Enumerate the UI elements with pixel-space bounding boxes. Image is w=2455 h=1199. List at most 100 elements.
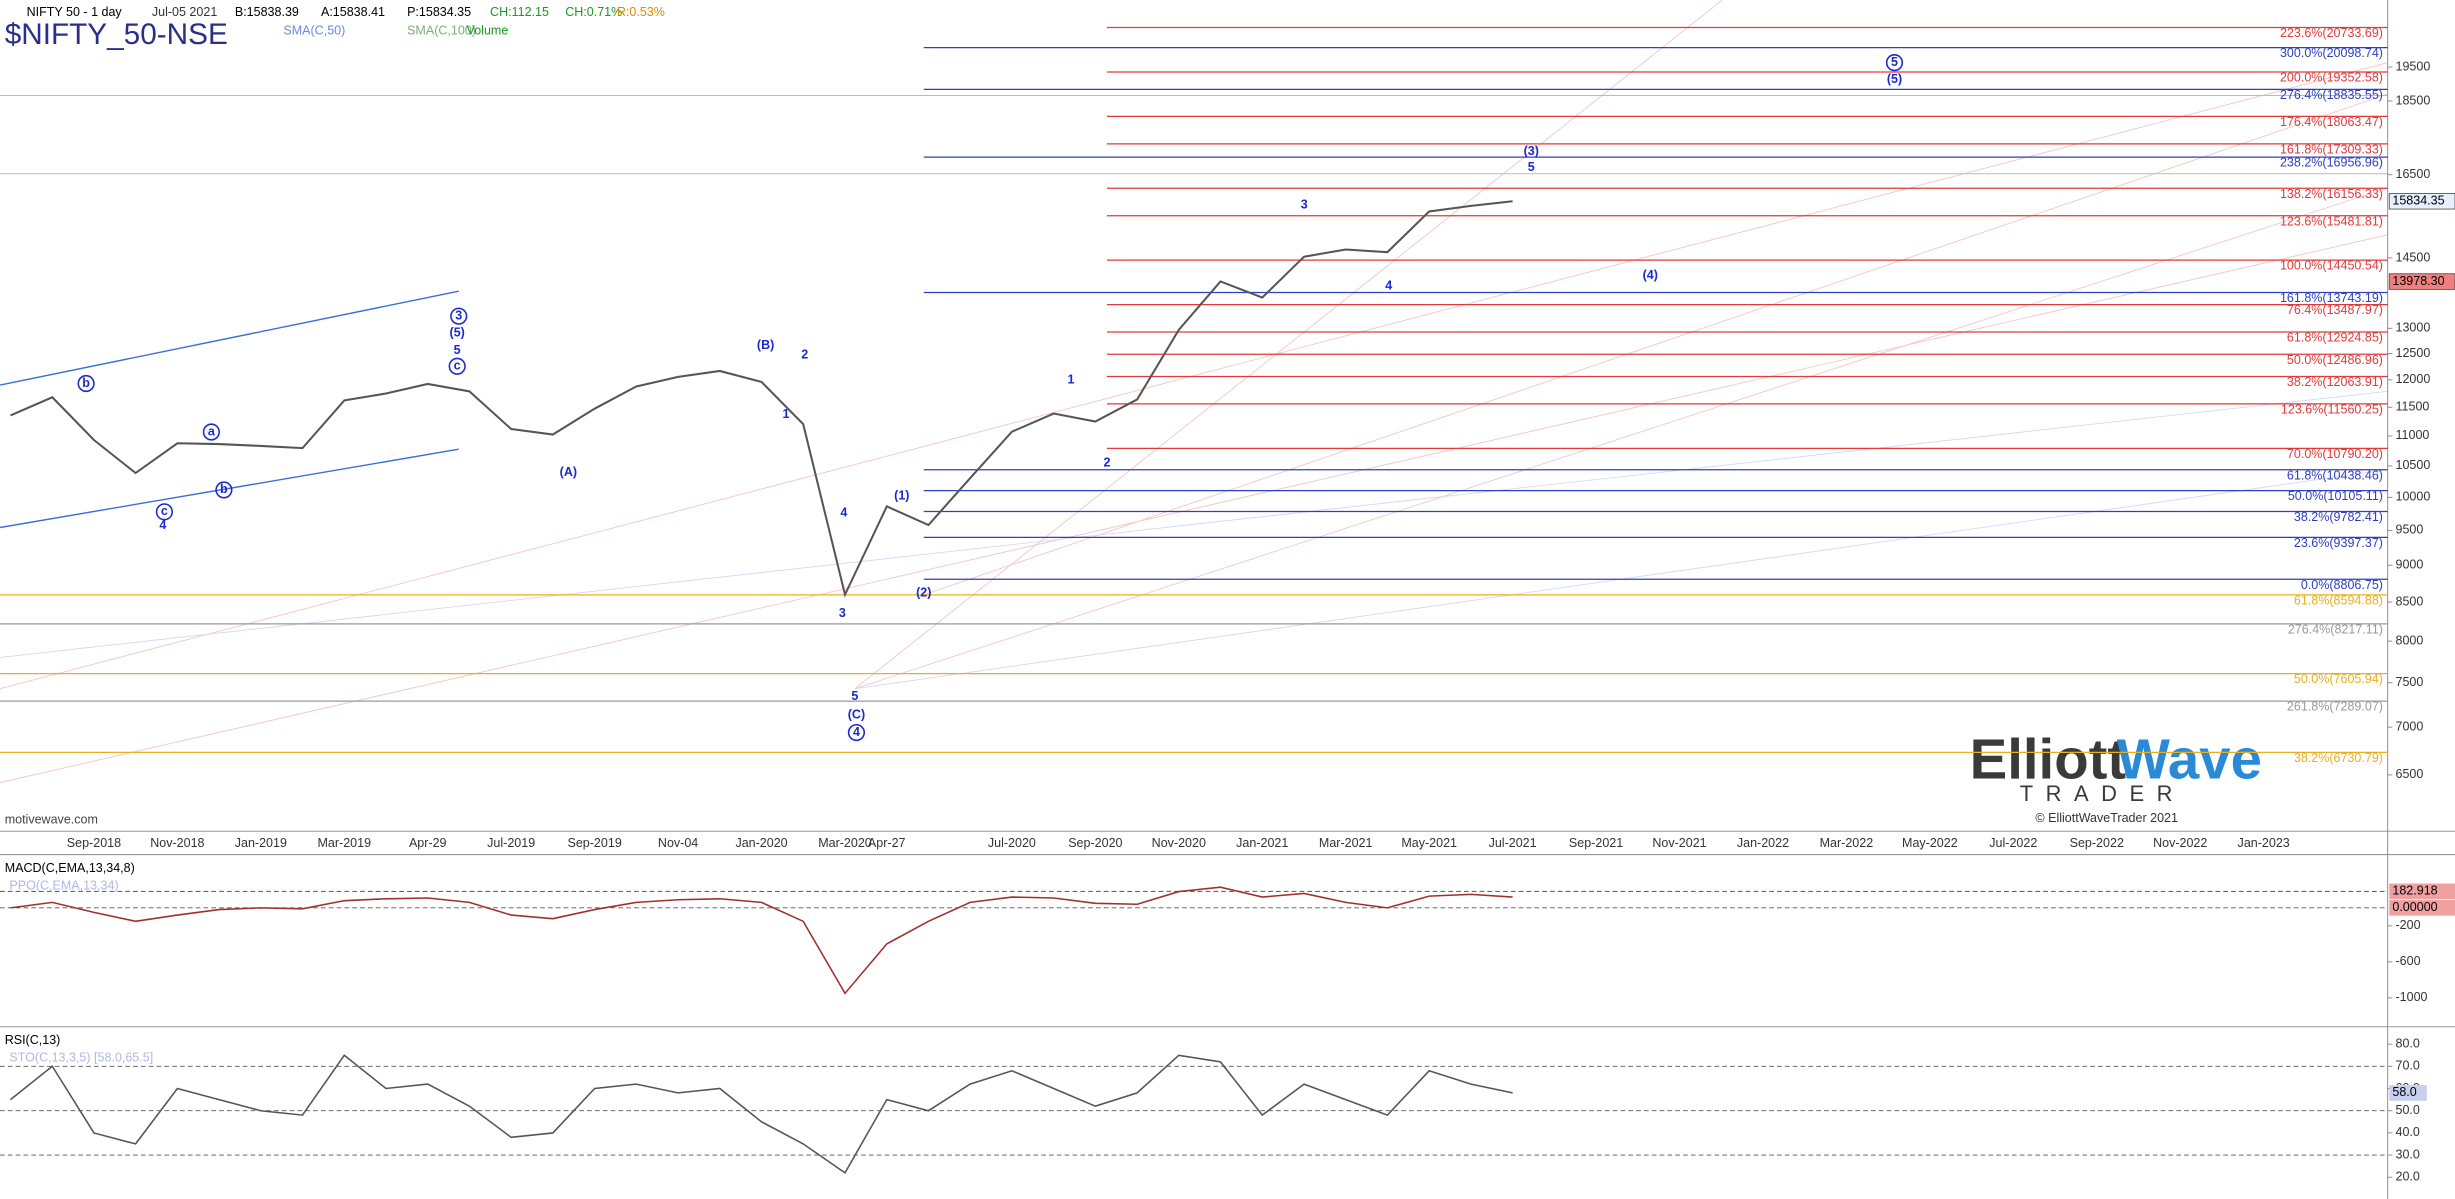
rsi-tick-label: 80.0 [2396, 1036, 2420, 1050]
x-tick-label: Jan-2020 [735, 836, 787, 850]
wave-label: (B) [757, 338, 774, 352]
macd-title: MACD(C,EMA,13,34,8) [5, 861, 135, 875]
sma50[interactable]: SMA(C,50) [283, 24, 345, 38]
x-tick-label: Sep-2020 [1068, 836, 1122, 850]
fib-label: 61.8%(12924.85) [2287, 331, 2383, 345]
wave-label: 3 [455, 308, 462, 322]
x-tick-label: Sep-2019 [568, 836, 622, 850]
macd-tag-label: 182.918 [2392, 884, 2437, 898]
fan-line [0, 62, 2388, 690]
fib-label: 276.4%(18835.55) [2280, 88, 2383, 102]
fan-line [0, 390, 2388, 658]
wave-label: (3) [1524, 144, 1539, 158]
fib-label: 300.0%(20098.74) [2280, 46, 2383, 60]
price-tag [2388, 193, 2455, 210]
wave-label: c [454, 359, 461, 373]
x-tick-label: Nov-2018 [150, 836, 204, 850]
fib-label: 161.8%(13743.19) [2280, 291, 2383, 305]
price-tag-label: 15834.35 [2392, 194, 2444, 208]
macd-line [10, 886, 1513, 995]
rsi-tick-label: 70.0 [2396, 1059, 2420, 1073]
price-line [10, 200, 1513, 598]
x-tick-label: Mar-2019 [318, 836, 372, 850]
wave-label: 5 [1528, 160, 1535, 174]
ask: A:15838.41 [321, 5, 385, 19]
y-tick-label: 13000 [2396, 321, 2431, 335]
wave-circle [1885, 54, 1904, 72]
wave-label: a [208, 424, 216, 438]
x-tick-label: Mar-2021 [1319, 836, 1373, 850]
wave-label: b [82, 376, 90, 390]
macd-tag [2389, 900, 2455, 916]
fib-label: 100.0%(14450.54) [2280, 259, 2383, 273]
fib-label: 61.8%(8594.88) [2294, 593, 2383, 607]
change: CH:112.15 [490, 5, 549, 19]
wave-label: 1 [782, 407, 789, 421]
wave-label: 4 [840, 506, 847, 520]
wave-circle [448, 357, 466, 375]
wave-label: (4) [1643, 268, 1658, 282]
wave-circle [155, 503, 174, 521]
change-pct: CH:0.71% [565, 5, 622, 19]
wave-label: 4 [1385, 279, 1392, 293]
range: R:0.53% [617, 5, 665, 19]
y-tick-label: 11500 [2396, 400, 2430, 414]
volume[interactable]: Volume [467, 24, 509, 38]
fib-label: 200.0%(19352.58) [2280, 71, 2383, 85]
fib-label: 261.8%(7289.07) [2287, 700, 2383, 714]
fib-label: 123.6%(15481.81) [2280, 214, 2383, 228]
macd-tick-label: -200 [2396, 918, 2421, 932]
x-tick-label: Nov-2022 [2153, 836, 2207, 850]
wave-circle [215, 481, 233, 499]
macd-tag [2389, 883, 2455, 900]
fan-line [854, 187, 2388, 690]
rsi-tag [2389, 1085, 2427, 1101]
fib-label: 138.2%(16156.33) [2280, 187, 2383, 201]
wave-label: (C) [848, 708, 865, 722]
x-tick-label: Sep-2022 [2070, 836, 2124, 850]
fib-label: 23.6%(9397.37) [2294, 536, 2383, 550]
symbol: NIFTY 50 - 1 day [27, 5, 123, 19]
logo: Elliott Wave TRADER © ElliottWaveTrader … [1970, 728, 2262, 825]
fib-label: 50.0%(10105.11) [2288, 489, 2383, 503]
wave-label: b [220, 482, 228, 496]
wave-label: 3 [839, 606, 846, 620]
wave-label: (2) [916, 586, 931, 600]
y-tick-label: 11000 [2396, 428, 2430, 442]
wave-circle [202, 423, 220, 441]
y-tick-label: 16500 [2396, 167, 2431, 181]
macd-tag-label: 0.00000 [2392, 900, 2437, 914]
x-tick-label: Nov-04 [658, 836, 698, 850]
fib-label: 70.0%(10790.20) [2287, 447, 2383, 461]
channel-line [0, 290, 459, 386]
y-tick-label: 6500 [2396, 767, 2424, 781]
sma100[interactable]: SMA(C,100) [407, 24, 476, 38]
y-tick-label: 18500 [2396, 93, 2431, 107]
bid: B:15838.39 [235, 5, 299, 19]
fib-label: 276.4%(8217.11) [2288, 622, 2383, 636]
fib-label: 61.8%(10438.46) [2287, 468, 2383, 482]
fib-label: 38.2%(12063.91) [2287, 375, 2383, 389]
price-tag-label: 13978.30 [2392, 274, 2444, 288]
x-tick-label: Apr-29 [409, 836, 447, 850]
x-tick-label: Jul-2021 [1489, 836, 1537, 850]
y-tick-label: 8500 [2396, 594, 2424, 608]
y-tick-label: 9500 [2396, 523, 2424, 537]
y-tick-label: 7000 [2396, 719, 2424, 733]
fib-label: 161.8%(17309.33) [2280, 142, 2383, 156]
rsi-tick-label: 20.0 [2396, 1170, 2420, 1184]
wave-label: (5) [1887, 72, 1902, 86]
rsi-title: RSI(C,13) [5, 1033, 61, 1047]
wave-label: 2 [801, 348, 808, 362]
y-tick-label: 12500 [2396, 346, 2431, 360]
wave-label: 5 [1891, 55, 1898, 69]
logo-text: Elliott [1970, 728, 2127, 791]
fan-line [854, 0, 1723, 690]
macd-tick-label: -600 [2396, 954, 2421, 968]
x-tick-label: Mar-2022 [1820, 836, 1874, 850]
rsi-tag-label: 58.0 [2392, 1085, 2416, 1099]
date: Jul-05 2021 [152, 5, 217, 19]
x-tick-label: Sep-2021 [1569, 836, 1623, 850]
wave-circle [847, 723, 866, 742]
